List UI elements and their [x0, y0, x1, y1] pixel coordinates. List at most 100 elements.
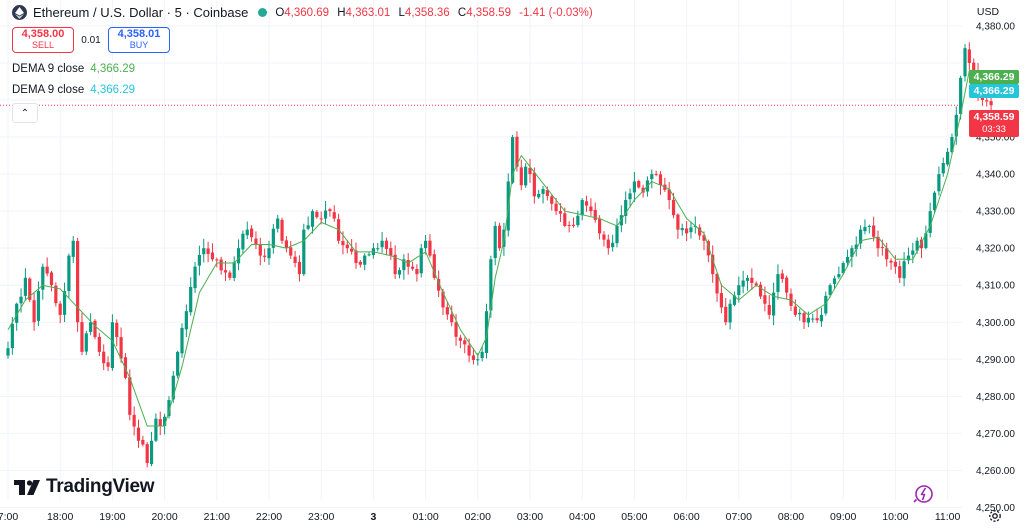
candle-body: [732, 295, 737, 305]
indicator-legend-dema-1[interactable]: DEMA 9 close 4,366.29: [12, 63, 135, 75]
candle: [667, 182, 671, 210]
candle: [367, 252, 371, 257]
low-value: 4,358.36: [404, 6, 450, 19]
candle: [406, 253, 410, 275]
candle: [698, 224, 702, 240]
tradingview-watermark[interactable]: TradingView: [14, 476, 155, 498]
candle-body: [184, 311, 188, 330]
candle-body: [780, 273, 784, 279]
candle-body: [667, 189, 671, 201]
candle-body: [28, 278, 32, 300]
candle-body: [176, 351, 180, 376]
indicator-legend-dema-2[interactable]: DEMA 9 close 4,366.29: [12, 84, 135, 96]
candle: [71, 236, 75, 264]
candle: [772, 282, 776, 326]
x-tick-label: 03:00: [517, 511, 543, 523]
candle-body: [441, 291, 445, 308]
time-axis[interactable]: 7:00 18:00 19:00 20:00 21:00 22:00 23:00 3 01:00…: [0, 511, 961, 523]
candle-body: [584, 201, 589, 206]
candle: [76, 237, 80, 332]
candle-body: [528, 167, 532, 175]
buy-button[interactable]: 4,358.01 BUY: [108, 27, 170, 53]
candle-body: [158, 419, 162, 426]
candle-body: [145, 444, 149, 464]
candle-body: [854, 244, 858, 250]
candle: [654, 170, 658, 177]
candle-body: [532, 172, 536, 197]
candle-body: [189, 286, 193, 313]
candle-body: [458, 337, 462, 341]
candle-body: [811, 318, 815, 320]
candle: [845, 249, 850, 268]
candle: [867, 224, 871, 234]
candle-body: [558, 211, 563, 214]
magic-wand-icon[interactable]: [911, 482, 935, 506]
candle: [80, 312, 84, 356]
candle: [637, 179, 641, 189]
candle-body: [93, 320, 97, 338]
candle-body: [959, 77, 963, 115]
candle-body: [706, 241, 710, 256]
candle: [471, 347, 476, 365]
candle: [32, 291, 36, 331]
candle-body: [932, 192, 937, 211]
candle-body: [393, 254, 397, 275]
x-tick-label: 21:00: [204, 511, 230, 523]
candle-body: [793, 306, 797, 315]
candle: [889, 258, 893, 270]
candle: [236, 239, 241, 271]
candle: [136, 419, 141, 448]
candle: [428, 234, 432, 258]
candle: [393, 245, 397, 280]
candle-body: [911, 250, 915, 255]
symbol-legend: Ethereum / U.S. Dollar · 5 · Coinbase O 4…: [12, 5, 593, 20]
candle-body: [928, 211, 932, 233]
candle: [345, 239, 349, 254]
candle-body: [606, 239, 610, 249]
price-axis[interactable]: 4,250.00 4,260.00 4,270.00 4,280.00 4,290.00…: [976, 21, 1015, 514]
candle-body: [850, 248, 854, 258]
candle-body: [84, 333, 88, 352]
candle-body: [193, 266, 197, 289]
candle: [463, 337, 467, 354]
candle: [776, 264, 780, 300]
candle: [245, 221, 249, 240]
candle-body: [206, 248, 210, 254]
currency-selector[interactable]: USD: [976, 6, 1000, 18]
candle-body: [215, 259, 219, 261]
candle-body: [10, 323, 14, 349]
collapse-legend-button[interactable]: ⌃: [12, 103, 38, 123]
candle-body: [806, 317, 810, 323]
gear-icon[interactable]: [988, 509, 1002, 523]
chevron-up-icon: ⌃: [20, 107, 30, 119]
candle: [719, 283, 723, 314]
candle: [680, 223, 684, 236]
candle: [23, 268, 27, 301]
candle-body: [580, 200, 584, 216]
candle: [93, 319, 97, 340]
candle: [384, 237, 389, 256]
candle: [802, 311, 806, 330]
y-tick-label: 4,260.00: [976, 466, 1015, 477]
open-label: O: [275, 6, 285, 19]
x-tick-label: 19:00: [99, 511, 125, 523]
y-tick-label: 4,280.00: [976, 392, 1015, 403]
candle-body: [545, 190, 549, 196]
candle: [950, 133, 954, 156]
candle-body: [310, 211, 315, 227]
candle-body: [437, 279, 441, 291]
candle: [132, 406, 136, 436]
candle: [58, 301, 62, 324]
candle-body: [593, 209, 597, 220]
symbol-title[interactable]: Ethereum / U.S. Dollar · 5 · Coinbase: [33, 5, 249, 20]
candle-body: [941, 162, 945, 174]
x-tick-label: 22:00: [256, 511, 282, 523]
candle-body: [758, 284, 763, 297]
candle: [180, 323, 184, 358]
candle: [315, 210, 319, 219]
x-tick-label: 06:00: [673, 511, 699, 523]
sell-button[interactable]: 4,358.00 SELL: [12, 27, 74, 53]
candle-body: [171, 375, 175, 400]
